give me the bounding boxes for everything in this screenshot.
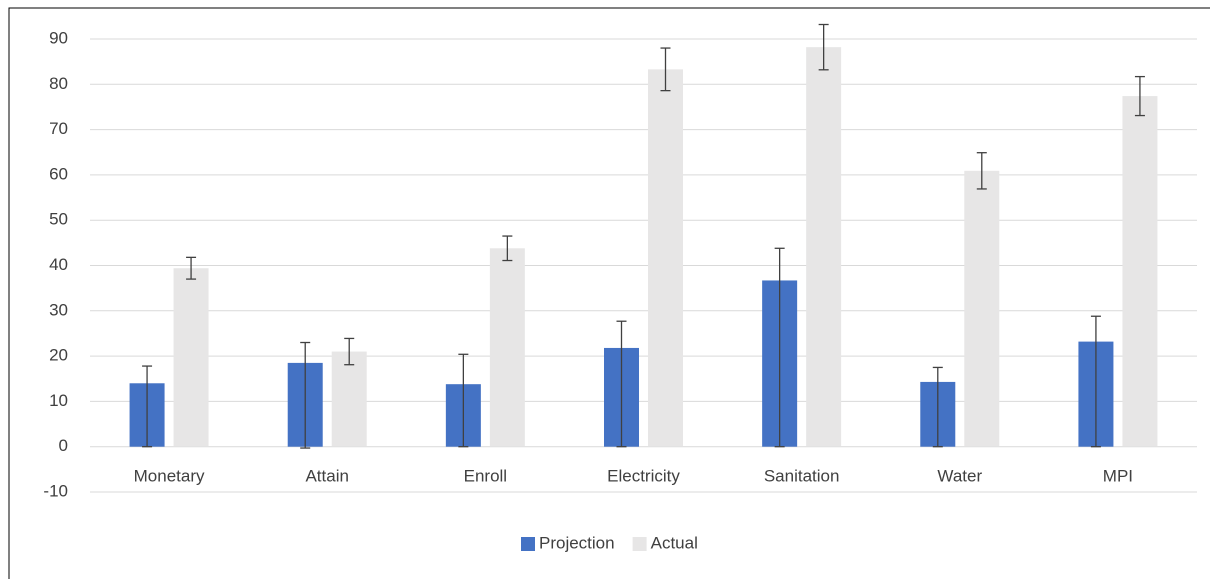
error-bar <box>774 247 785 448</box>
y-tick-label: 90 <box>49 28 68 47</box>
x-tick-label: Electricity <box>607 466 680 485</box>
x-tick-label: Water <box>937 466 982 485</box>
bar <box>1122 96 1158 447</box>
x-tick-label: MPI <box>1103 466 1133 485</box>
error-bar <box>142 365 153 448</box>
bar <box>648 69 683 447</box>
bar <box>331 351 367 447</box>
bar <box>173 268 209 447</box>
frame <box>8 7 1210 579</box>
x-tick-label: Enroll <box>464 466 507 485</box>
error-bar <box>976 152 987 190</box>
x-tick-label: Sanitation <box>764 466 840 485</box>
y-tick-label: 20 <box>49 346 68 365</box>
bar <box>806 47 842 447</box>
error-bar <box>1090 315 1101 448</box>
error-bar <box>660 47 671 92</box>
error-bar <box>1134 75 1145 117</box>
legend-swatch <box>632 537 647 551</box>
y-tick-label: 30 <box>49 300 68 319</box>
y-tick-label: 40 <box>49 255 68 274</box>
error-bar <box>616 320 627 448</box>
x-tick-label: Monetary <box>134 466 205 485</box>
bar <box>489 248 525 447</box>
error-bar <box>818 23 829 71</box>
y-tick-label: 50 <box>49 210 68 229</box>
y-tick-label: 10 <box>49 391 68 410</box>
legend-swatch <box>521 537 535 551</box>
legend-label: Actual <box>651 533 698 552</box>
error-bar <box>300 341 311 449</box>
error-bar <box>458 353 469 448</box>
error-bar <box>502 235 513 262</box>
x-tick-label: Attain <box>305 466 348 485</box>
y-tick-label: 0 <box>59 436 68 455</box>
error-bar <box>186 256 197 280</box>
error-bar <box>932 366 943 448</box>
y-tick-label: 80 <box>49 74 68 93</box>
legend-label: Projection <box>539 533 615 552</box>
error-bar <box>344 337 355 366</box>
bar <box>964 170 1000 447</box>
y-tick-label: 70 <box>49 119 68 138</box>
y-tick-label: -10 <box>43 481 68 500</box>
y-tick-label: 60 <box>49 164 68 183</box>
